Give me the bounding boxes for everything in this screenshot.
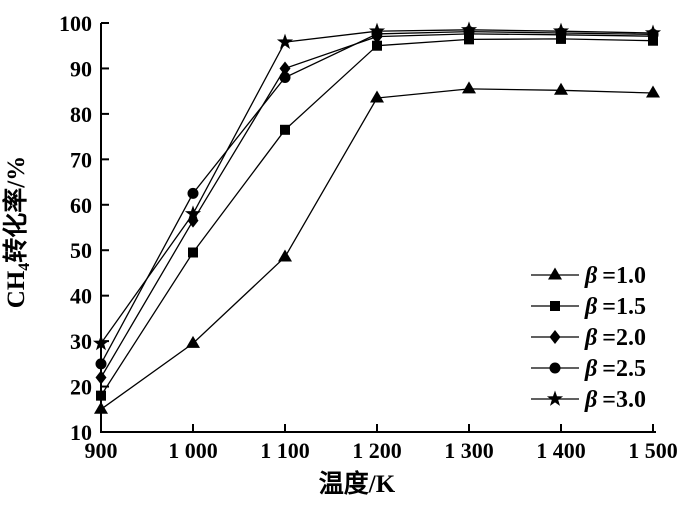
x-tick-label: 1 400 xyxy=(536,438,586,463)
series-diamond xyxy=(95,26,659,385)
legend-marker-star xyxy=(546,390,564,406)
data-point xyxy=(188,247,198,258)
y-tick-label: 20 xyxy=(70,375,92,400)
series-star xyxy=(92,21,662,351)
data-point xyxy=(644,24,662,40)
y-tick-label: 40 xyxy=(70,284,92,309)
data-point xyxy=(184,205,202,221)
legend-item: β =2.0 xyxy=(531,325,646,351)
data-point xyxy=(552,22,570,39)
legend-item: β =2.5 xyxy=(531,356,646,382)
data-point xyxy=(186,335,200,348)
data-point xyxy=(280,124,290,135)
x-tick-label: 1 300 xyxy=(444,438,494,463)
y-tick-label: 50 xyxy=(70,238,92,263)
series-line xyxy=(100,88,654,410)
legend-item: β =1.0 xyxy=(531,263,646,289)
axis-spines xyxy=(100,23,656,433)
data-point xyxy=(95,358,107,370)
axes: 10 20 30 40 50 60 70 80 90 100 900 1 000 1 100 1 200 1… xyxy=(59,11,678,463)
data-point xyxy=(187,187,199,199)
y-tick-label: 90 xyxy=(70,56,92,81)
x-tick-label: 1 500 xyxy=(628,438,678,463)
data-point xyxy=(372,40,382,51)
series-line xyxy=(100,33,654,378)
legend: β =1.0 β =1.5 β =2.0 β =2.5 β =3.0 xyxy=(531,263,646,413)
data-point xyxy=(554,82,568,95)
x-tick-label: 1 100 xyxy=(260,438,310,463)
y-tick-label: 10 xyxy=(70,420,92,445)
legend-marker-triangle xyxy=(548,267,562,280)
y-tick-label: 100 xyxy=(59,11,92,36)
data-point xyxy=(96,390,106,401)
data-point xyxy=(95,370,107,385)
data-point xyxy=(279,72,291,84)
y-tick-label: 30 xyxy=(70,329,92,354)
legend-marker-square xyxy=(550,301,560,311)
data-point xyxy=(279,61,291,76)
x-tick-label: 1 200 xyxy=(352,438,402,463)
legend-marker-diamond xyxy=(549,330,561,344)
data-point xyxy=(368,22,386,39)
series-line xyxy=(100,29,654,344)
x-axis-title: 温度/K xyxy=(319,469,396,498)
data-point xyxy=(646,85,660,98)
legend-item: β =1.5 xyxy=(531,294,646,320)
legend-label: β =1.0 xyxy=(584,263,646,289)
legend-label: β =2.0 xyxy=(584,325,646,351)
y-tick-label: 70 xyxy=(70,147,92,172)
data-point xyxy=(370,90,384,103)
data-point xyxy=(462,81,476,94)
y-tick-label: 60 xyxy=(70,193,92,218)
data-point xyxy=(92,334,110,351)
legend-label: β =3.0 xyxy=(584,387,646,413)
data-point xyxy=(460,21,478,37)
data-point xyxy=(94,401,108,414)
series-circle xyxy=(95,26,659,370)
x-tick-label: 900 xyxy=(85,438,118,463)
series-line xyxy=(100,30,654,365)
y-axis-title: CH4转化率/% xyxy=(1,156,33,308)
data-point xyxy=(278,249,292,262)
legend-marker-circle xyxy=(549,362,561,374)
legend-label: β =1.5 xyxy=(584,294,646,320)
x-tick-label: 1 000 xyxy=(168,438,218,463)
series-triangle xyxy=(94,81,660,414)
legend-label: β =2.5 xyxy=(584,356,646,382)
y-tick-label: 80 xyxy=(70,102,92,127)
legend-item: β =3.0 xyxy=(531,387,646,413)
data-point xyxy=(276,33,294,49)
